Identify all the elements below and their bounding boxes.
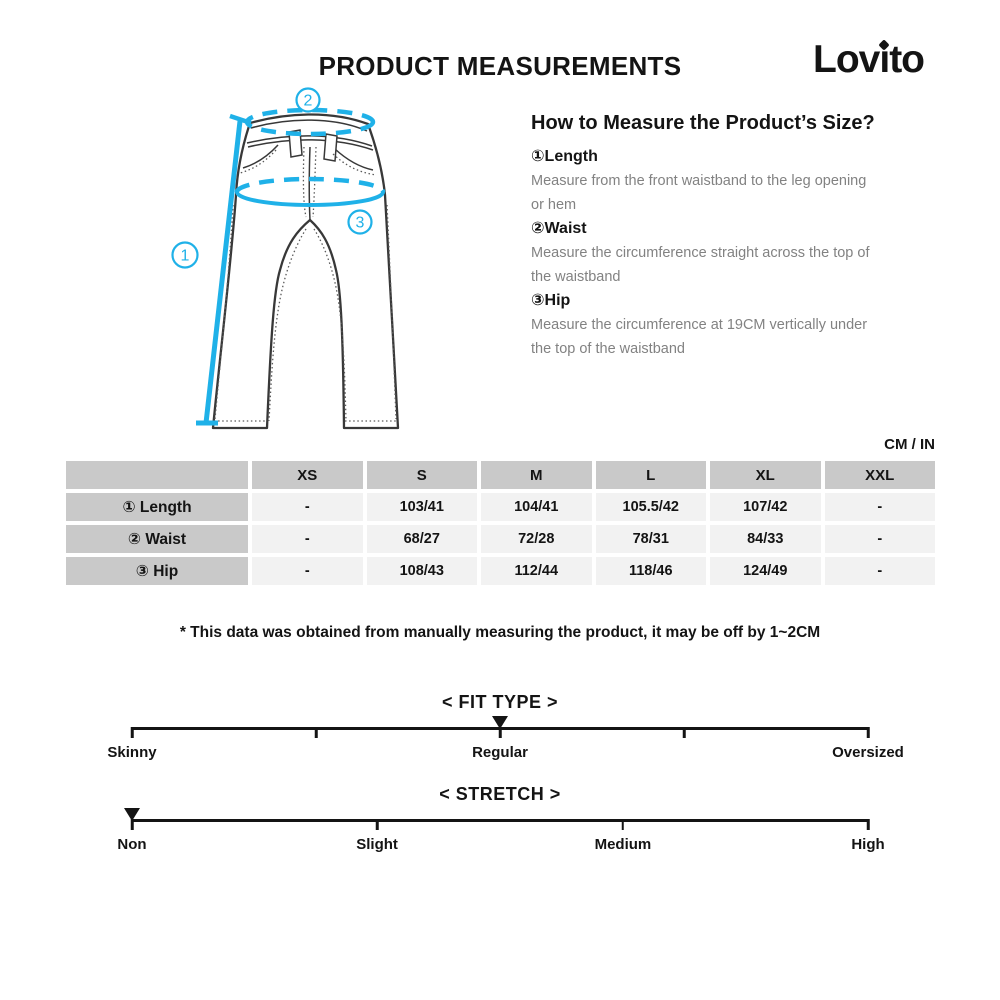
scale-title: < STRETCH > [439,784,561,804]
badge-circle-waist [295,87,321,113]
scale-title: < FIT TYPE > [441,692,559,712]
table-cell: - [252,525,363,553]
scale-marker-triangle [492,716,508,729]
table-cell: - [824,557,935,585]
how-to-measure-guide: How to Measure the Product’s Size? ①Leng… [531,112,883,361]
column-header: L [595,461,706,489]
scale-tick [130,819,134,830]
fit-type-scale: < FIT TYPE > Skinny Regular Oversized [107,692,903,764]
hip-measure-arc-dashed [234,176,386,193]
pants-measurement-diagram: 1 2 3 [171,87,400,430]
table-cell: - [252,493,363,521]
table-cell: 118/46 [595,557,706,585]
pants-outline [211,113,400,430]
guide-item-description: Measure from the front waistband to the … [531,173,867,213]
page-title: PRODUCT MEASUREMENTS [318,51,682,81]
scale-tick [498,727,502,738]
scale-line [124,808,870,830]
scale-tick [314,727,318,738]
scale-label: Oversized [832,744,904,761]
annotation-badges: 1 2 3 [171,87,373,269]
scale-label: High [851,836,885,853]
column-header: S [366,461,477,489]
scale-tick [866,819,870,830]
guide-item-label: ①Length [531,148,598,165]
guide-item-description: Measure the circumference straight acros… [531,245,870,285]
brand-logo: Lovıto [813,38,925,82]
stitching-dotted-lines [214,146,397,422]
badge-circle-hip [347,209,373,235]
circled-number: ② [531,220,545,237]
brand-logo-part: to [889,38,925,81]
scale-line [130,716,870,738]
column-header [66,461,248,489]
scale-labels: Non Slight Medium High [117,836,884,856]
row-label: ③ Hip [66,557,248,585]
circled-number: ③ [531,292,545,309]
table-cell: 108/43 [366,557,477,585]
table-cell: - [824,493,935,521]
measurement-annotations [196,107,386,426]
guide-item-label: ②Waist [531,220,587,237]
table-cell: 68/27 [366,525,477,553]
measurement-note: * This data was obtained from manually m… [179,624,821,641]
guide-item-label: ③Hip [531,292,571,309]
circled-number: ① [531,148,545,165]
badge-number-length: 1 [181,248,190,265]
row-label: ① Length [66,493,248,521]
table-cell: 78/31 [595,525,706,553]
scale-tick [375,819,379,830]
table-cell: 72/28 [481,525,592,553]
badge-circle-length [171,241,199,269]
table-cell: - [824,525,935,553]
length-line-top-cap [229,113,252,126]
guide-title: How to Measure the Product’s Size? [531,112,875,134]
table-cell: - [252,557,363,585]
table-cell: 107/42 [710,493,821,521]
row-label: ② Waist [66,525,248,553]
table-cell: 124/49 [710,557,821,585]
scale-tick [866,727,870,738]
guide-item-description: Measure the circumference at 19CM vertic… [531,317,868,357]
guide-item-length: ①Length Measure from the front waistband… [531,145,883,217]
table-cell: 84/33 [710,525,821,553]
scale-label: Slight [356,836,398,853]
scale-label: Non [117,836,147,853]
column-header: XXL [824,461,935,489]
scale-tick [682,727,686,738]
hip-measure-arc-solid [235,191,385,207]
badge-number-hip: 3 [356,215,365,232]
units-label: CM / IN [884,436,935,453]
table-cell: 103/41 [366,493,477,521]
stretch-scale: < STRETCH > Non Slight Medium High [117,784,884,856]
guide-item-hip: ③Hip Measure the circumference at 19CM v… [531,289,883,361]
scale-label: Medium [594,836,652,853]
column-header: M [481,461,592,489]
table-cell: 104/41 [481,493,592,521]
brand-logo-i-diamond-dot: ı [879,38,890,81]
size-table: XS S M L XL XXL ① Length -103/41 104/41 105.5/42 1… [66,461,935,585]
brand-logo-part: Lov [813,38,880,81]
scale-marker-triangle [124,808,140,821]
column-header: XS [252,461,363,489]
scale-tick [621,819,625,830]
table-cell: 105.5/42 [595,493,706,521]
scale-label: Skinny [107,744,157,761]
guide-item-waist: ②Waist Measure the circumference straigh… [531,217,883,289]
column-header: XL [710,461,821,489]
length-measure-line [203,120,243,424]
scale-tick [130,727,134,738]
scale-labels: Skinny Regular Oversized [107,744,903,764]
scale-label: Regular [472,744,528,761]
table-cell: 112/44 [481,557,592,585]
badge-number-waist: 2 [304,93,313,110]
